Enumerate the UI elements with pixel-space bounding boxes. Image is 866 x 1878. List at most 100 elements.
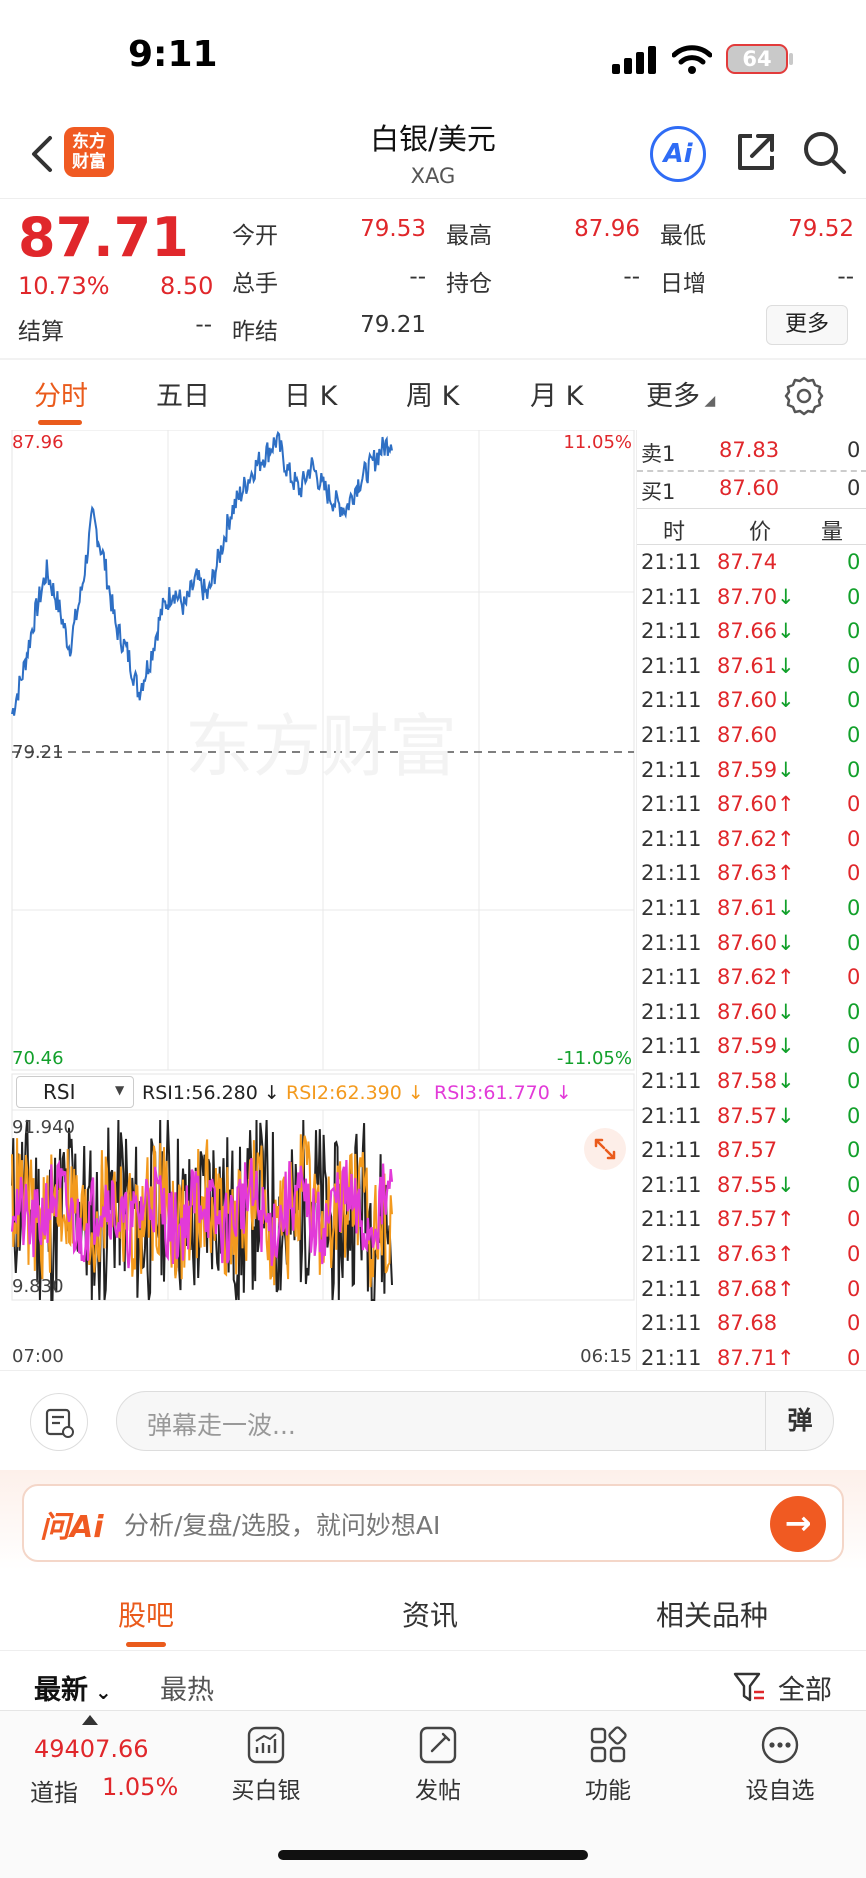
filter-all[interactable]: 全部 [778, 1675, 832, 1706]
back-icon[interactable] [24, 130, 64, 178]
tick-arrow: ↑ [777, 965, 795, 990]
tab-more[interactable]: 更多 ◢ [646, 374, 715, 413]
ticks-list[interactable]: 21:11 87.74 0 21:11 87.70 ↓ 0 21:11 87.66 ↓ 0 21:11… [637, 546, 866, 1370]
rsi2-line [11, 1134, 393, 1288]
tick-arrow: ↓ [777, 653, 795, 678]
tick-price: 87.68 [717, 1311, 778, 1336]
quote-panel: 87.71 10.73% 8.50 今开 79.53 最高 87.96 最低 7… [0, 198, 866, 360]
tab-five-day[interactable]: 五日 [156, 381, 210, 412]
tick-row: 21:11 87.68 0 [637, 1307, 866, 1341]
open-interest-label: 持仓 [446, 271, 492, 297]
header-price: 价 [749, 520, 772, 545]
tab-more-label: 更多 [646, 381, 700, 412]
tick-row: 21:11 87.66 ↓ 0 [637, 615, 866, 649]
ask-volume: 0 [847, 438, 861, 462]
tick-price: 87.55 [717, 1172, 778, 1197]
header-volume: 量 [821, 520, 844, 545]
gear-icon[interactable] [784, 376, 824, 416]
tick-row: 21:11 87.62 ↑ 0 [637, 823, 866, 857]
index-change[interactable]: 1.05% [102, 1773, 179, 1801]
tick-volume: 0 [847, 584, 861, 609]
more-button[interactable]: 更多 [766, 305, 848, 345]
ai-button[interactable]: Ai [650, 126, 706, 182]
sort-hot[interactable]: 最热 [160, 1675, 214, 1706]
tick-time: 21:11 [641, 1103, 702, 1128]
tick-arrow: ↓ [777, 688, 795, 713]
tick-row: 21:11 87.71 ↑ 0 [637, 1342, 866, 1376]
ask-ai-placeholder: 分析/复盘/选股，就问妙想AI [124, 1511, 441, 1540]
tick-row: 21:11 87.57 ↓ 0 [637, 1100, 866, 1134]
search-icon[interactable] [800, 128, 848, 176]
tick-price: 87.57 [717, 1207, 778, 1232]
y-min-label: 70.46 [12, 1048, 64, 1069]
last-price: 87.71 [18, 206, 189, 269]
rsi-min-label: 9.830 [12, 1276, 64, 1297]
comment-bar: 弹幕走一波... 弹 [0, 1370, 866, 1471]
ask-ai-input[interactable]: 问Ai 分析/复盘/选股，就问妙想AI → [22, 1484, 844, 1562]
tab-daily-k[interactable]: 日 K [284, 381, 338, 412]
danmu-placeholder: 弹幕走一波... [147, 1411, 296, 1440]
indicator-select[interactable]: RSI ▼ [16, 1076, 134, 1108]
clock: 9:11 [128, 34, 218, 75]
tab-guba[interactable]: 股吧 [118, 1599, 175, 1632]
tab-intraday[interactable]: 分时 [34, 381, 88, 412]
tick-volume: 0 [847, 1345, 861, 1370]
time-end-label: 06:15 [580, 1346, 632, 1367]
index-value[interactable]: 49407.66 [34, 1735, 149, 1763]
index-name[interactable]: 道指 [30, 1779, 78, 1807]
tick-volume: 0 [847, 1207, 861, 1232]
intraday-chart[interactable]: 东方财富 87.96 79.21 70.46 11.05% -11.05% 91… [0, 429, 636, 1370]
tick-price: 87.59 [717, 757, 778, 782]
share-icon[interactable] [732, 128, 780, 176]
expand-button[interactable] [584, 1128, 626, 1170]
tick-row: 21:11 87.74 0 [637, 546, 866, 580]
tab-news[interactable]: 资讯 [402, 1599, 459, 1632]
danmu-toggle-button[interactable]: 弹 [765, 1392, 834, 1450]
pct-max-label: 11.05% [563, 432, 632, 453]
tick-time: 21:11 [641, 930, 702, 955]
tick-row: 21:11 87.55 ↓ 0 [637, 1169, 866, 1203]
notes-button[interactable] [30, 1393, 88, 1451]
filter-icon[interactable] [732, 1670, 766, 1704]
post-button[interactable]: 发帖 [378, 1725, 498, 1805]
bid-volume: 0 [847, 476, 861, 500]
tab-related[interactable]: 相关品种 [656, 1599, 769, 1632]
tick-volume: 0 [847, 1138, 861, 1163]
tick-volume: 0 [847, 999, 861, 1024]
tab-monthly-k[interactable]: 月 K [530, 381, 584, 412]
danmu-input[interactable]: 弹幕走一波... 弹 [116, 1391, 834, 1451]
low-value: 79.52 [788, 216, 854, 242]
tick-time: 21:11 [641, 1276, 702, 1301]
filter-row: 最新 ⌄ 最热 全部 [0, 1650, 866, 1710]
rsi1-value: RSI1:56.280 ↓ [142, 1082, 280, 1104]
buy-silver-button[interactable]: 买白银 [206, 1725, 326, 1805]
daily-increase-value: -- [837, 264, 854, 290]
tick-time: 21:11 [641, 584, 702, 609]
caret-up-icon [82, 1715, 98, 1725]
period-tabs: 分时 五日 日 K 周 K 月 K 更多 ◢ [0, 360, 866, 430]
app-logo-text: 东方 财富 [72, 132, 106, 172]
tick-row: 21:11 87.57 ↑ 0 [637, 1203, 866, 1237]
battery-tip [789, 53, 793, 65]
high-value: 87.96 [574, 216, 640, 242]
tick-price: 87.63 [717, 1242, 778, 1266]
volume-label: 总手 [232, 271, 278, 297]
tab-weekly-k[interactable]: 周 K [406, 381, 460, 412]
sort-latest[interactable]: 最新 ⌄ [34, 1668, 112, 1707]
tick-price: 87.61 [717, 896, 778, 920]
add-watchlist-button[interactable]: 设自选 [720, 1725, 840, 1805]
post-label: 发帖 [415, 1778, 461, 1804]
pct-min-label: -11.05% [557, 1048, 632, 1069]
tick-volume: 0 [847, 965, 861, 990]
tick-arrow: ↑ [777, 1207, 795, 1232]
tick-price: 87.71 [717, 1345, 778, 1370]
tick-time: 21:11 [641, 792, 702, 817]
bid-row: 买1 87.60 0 [637, 472, 866, 506]
tab-underline [38, 420, 82, 425]
tick-volume: 0 [847, 896, 861, 920]
arrow-right-icon[interactable]: → [770, 1496, 826, 1552]
bid-label: 买1 [641, 480, 676, 504]
functions-button[interactable]: 功能 [548, 1725, 668, 1805]
grid-icon [590, 1726, 627, 1763]
prev-settle-value: 79.21 [360, 312, 426, 338]
